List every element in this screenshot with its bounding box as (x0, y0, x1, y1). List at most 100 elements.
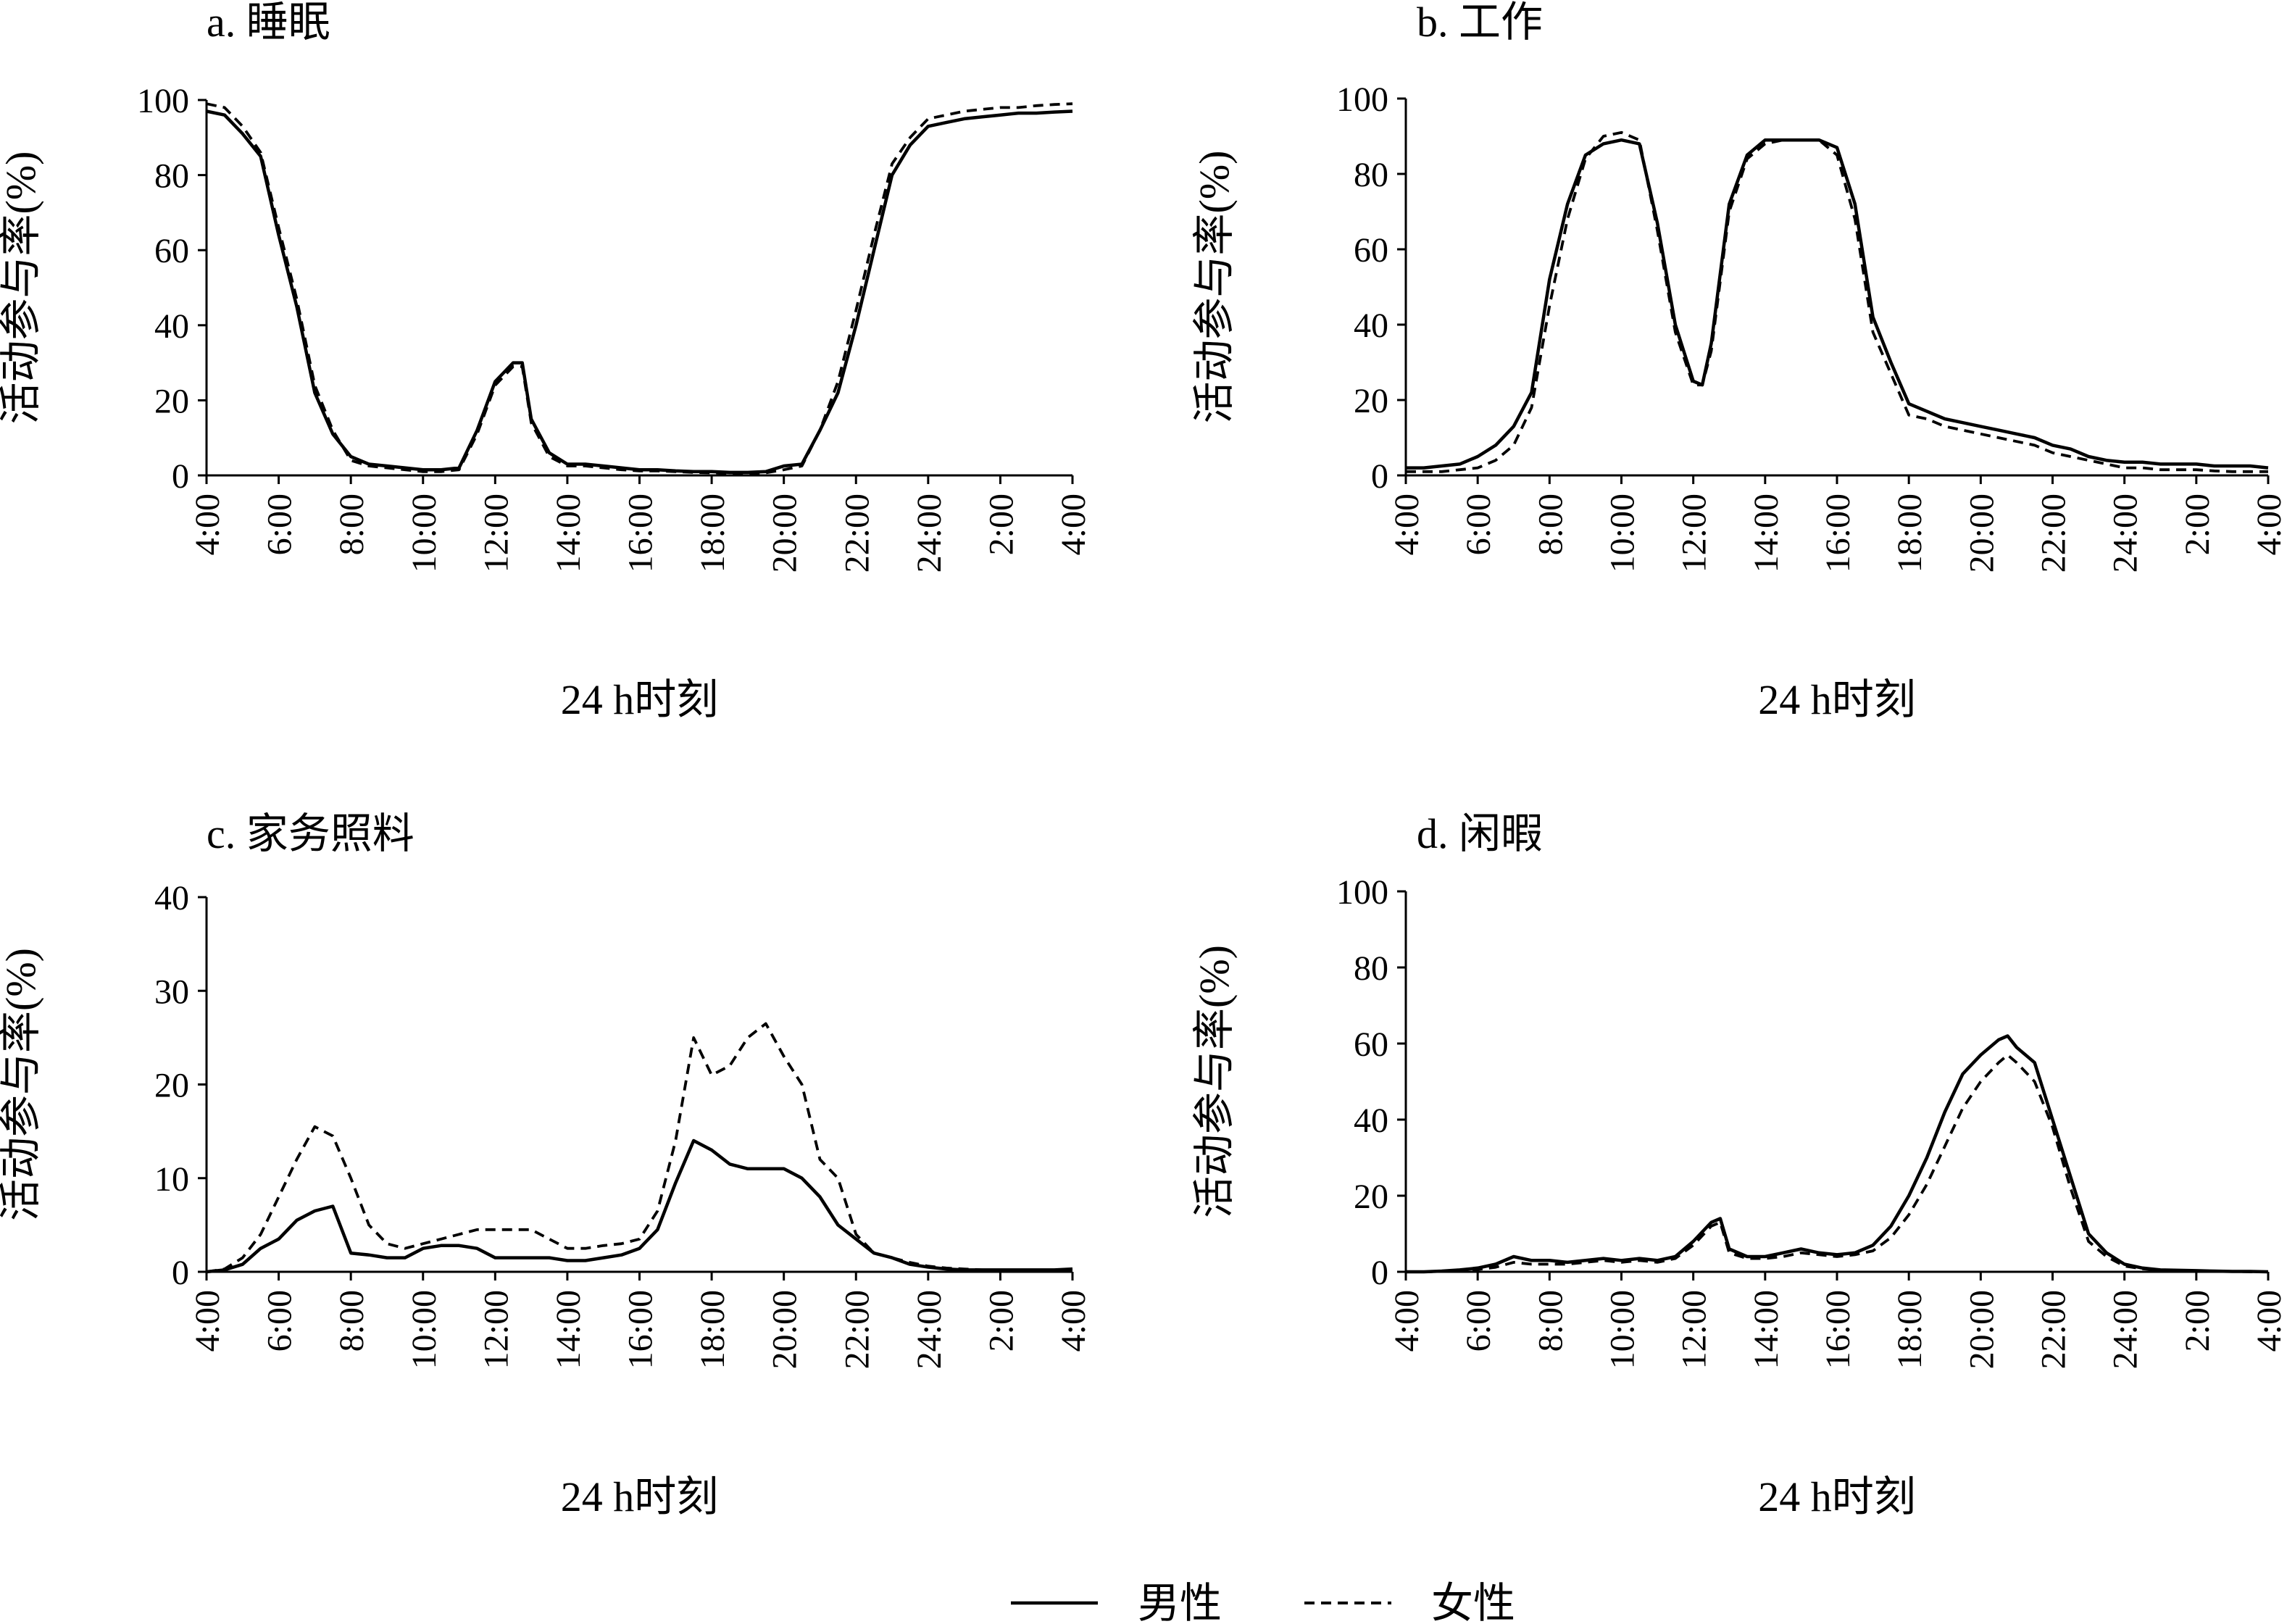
work-y-tick-label: 60 (1354, 231, 1388, 270)
work-y-tick-label: 80 (1354, 156, 1388, 194)
housework-care-x-tick-label: 4:00 (188, 1290, 227, 1352)
work-x-axis-label: 24 h时刻 (1758, 676, 1916, 723)
housework-care-x-tick-label: 10:00 (405, 1290, 443, 1369)
sleep-x-tick-label: 8:00 (333, 494, 371, 555)
work-y-tick-label: 40 (1354, 307, 1388, 345)
sleep-x-tick-label: 10:00 (405, 494, 443, 572)
housework-care-x-tick-label: 22:00 (838, 1290, 876, 1369)
leisure-x-tick-label: 10:00 (1604, 1290, 1642, 1369)
sleep-x-tick-label: 2:00 (982, 494, 1020, 555)
housework-care-y-axis-label: 活动参与率(%) (0, 948, 44, 1221)
work-x-tick-label: 22:00 (2035, 494, 2073, 572)
sleep-series-female-line (206, 102, 1073, 475)
work-series-female-line (1406, 130, 2268, 473)
housework-care-title: c. 家务照料 (207, 810, 415, 857)
sleep-x-tick-label: 20:00 (766, 494, 804, 572)
leisure-x-axis-label: 24 h时刻 (1758, 1473, 1916, 1520)
housework-care-x-tick-label: 16:00 (622, 1290, 660, 1369)
work-title: b. 工作 (1417, 0, 1543, 46)
work-x-tick-label: 14:00 (1747, 494, 1786, 572)
leisure-x-tick-label: 12:00 (1675, 1290, 1714, 1369)
leisure-x-tick-label: 16:00 (1819, 1290, 1857, 1369)
panel-leisure: d. 闲暇 0 20 40 60 80 100 4:00 6:00 8:00 10:00 12:00 1… (1191, 810, 2287, 1520)
sleep-y-axis-label: 活动参与率(%) (0, 151, 44, 425)
leisure-y-axis-label: 活动参与率(%) (1191, 945, 1238, 1218)
legend-female-label: 女性 (1431, 1580, 1515, 1624)
leisure-title: d. 闲暇 (1417, 810, 1543, 857)
housework-care-x-tick-label: 18:00 (693, 1290, 732, 1369)
sleep-x-tick-label: 16:00 (622, 494, 660, 572)
sleep-x-tick-label: 14:00 (549, 494, 588, 572)
work-y-axis-label: 活动参与率(%) (1191, 151, 1238, 424)
work-x-tick-label: 12:00 (1675, 494, 1714, 572)
work-y-tick-label: 100 (1336, 80, 1388, 119)
housework-care-x-tick-label: 8:00 (333, 1290, 371, 1352)
leisure-x-tick-label: 4:00 (2250, 1290, 2287, 1352)
leisure-x-tick-label: 8:00 (1531, 1290, 1570, 1352)
sleep-x-tick-label: 24:00 (910, 494, 949, 572)
sleep-x-axis-label: 24 h时刻 (561, 676, 719, 723)
leisure-x-tick-label: 6:00 (1459, 1290, 1498, 1352)
sleep-x-tick-label: 22:00 (838, 494, 876, 572)
work-x-tick-label: 24:00 (2107, 494, 2145, 572)
leisure-x-tick-label: 24:00 (2107, 1290, 2145, 1369)
work-x-tick-label: 20:00 (1962, 494, 2001, 572)
sleep-y-tick-label: 0 (172, 457, 189, 496)
leisure-x-tick-label: 18:00 (1891, 1290, 1929, 1369)
housework-care-x-tick-label: 2:00 (982, 1290, 1020, 1352)
legend-male-label: 男性 (1138, 1580, 1222, 1624)
work-x-tick-label: 2:00 (2178, 494, 2217, 555)
housework-care-y-tick-label: 40 (154, 879, 189, 917)
sleep-y-tick-label: 80 (154, 157, 189, 196)
work-x-tick-label: 4:00 (2250, 494, 2287, 555)
work-y-tick-label: 20 (1354, 382, 1388, 420)
housework-care-x-axis-label: 24 h时刻 (561, 1473, 719, 1520)
leisure-y-tick-label: 40 (1354, 1102, 1388, 1140)
housework-care-y-tick-label: 30 (154, 973, 189, 1011)
sleep-x-tick-label: 12:00 (477, 494, 515, 572)
leisure-y-tick-label: 0 (1371, 1254, 1388, 1292)
legend: 男性 女性 (1011, 1580, 1515, 1624)
leisure-series-male-line (1406, 1034, 2269, 1274)
leisure-y-tick-label: 100 (1336, 873, 1388, 912)
leisure-y-tick-label: 20 (1354, 1178, 1388, 1216)
leisure-x-tick-label: 14:00 (1747, 1290, 1786, 1369)
work-series-male-line (1406, 138, 2269, 470)
housework-care-series-male-line (206, 1138, 1073, 1274)
housework-care-y-tick-label: 10 (154, 1160, 189, 1199)
leisure-y-tick-label: 80 (1354, 949, 1388, 988)
leisure-x-tick-label: 22:00 (2035, 1290, 2073, 1369)
work-x-tick-label: 6:00 (1459, 494, 1498, 555)
sleep-title: a. 睡眠 (207, 0, 330, 46)
sleep-y-tick-label: 60 (154, 232, 189, 270)
housework-care-x-tick-label: 14:00 (549, 1290, 588, 1369)
housework-care-y-tick-label: 20 (154, 1067, 189, 1105)
housework-care-x-tick-label: 4:00 (1054, 1290, 1093, 1352)
sleep-x-tick-label: 4:00 (188, 494, 227, 555)
work-x-tick-label: 16:00 (1819, 494, 1857, 572)
leisure-series-female-line (1406, 1053, 2268, 1273)
sleep-x-tick-label: 6:00 (261, 494, 299, 555)
work-x-tick-label: 4:00 (1388, 494, 1426, 555)
housework-care-x-tick-label: 24:00 (910, 1290, 949, 1369)
leisure-x-tick-label: 4:00 (1388, 1290, 1426, 1352)
sleep-x-tick-label: 4:00 (1054, 494, 1093, 555)
sleep-x-tick-label: 18:00 (693, 494, 732, 572)
leisure-x-tick-label: 20:00 (1962, 1290, 2001, 1369)
housework-care-series-female-line (206, 1022, 1072, 1273)
sleep-y-tick-label: 40 (154, 307, 189, 346)
sleep-y-tick-label: 100 (137, 82, 189, 120)
work-x-tick-label: 18:00 (1891, 494, 1929, 572)
panel-work: b. 工作 0 20 40 60 80 100 4:00 6:00 8:00 10:00 12:00 1… (1191, 0, 2287, 723)
work-x-tick-label: 10:00 (1604, 494, 1642, 572)
work-x-tick-label: 8:00 (1531, 494, 1570, 555)
sleep-series-male-line (206, 109, 1073, 475)
housework-care-x-tick-label: 20:00 (766, 1290, 804, 1369)
leisure-x-tick-label: 2:00 (2178, 1290, 2217, 1352)
panel-sleep: a. 睡眠 0 20 40 60 80 100 4:00 6:00 8:00 10:00 12:00 1… (0, 0, 1093, 723)
housework-care-x-tick-label: 6:00 (261, 1290, 299, 1352)
leisure-y-tick-label: 60 (1354, 1025, 1388, 1064)
work-y-tick-label: 0 (1371, 457, 1388, 496)
housework-care-x-tick-label: 12:00 (477, 1290, 515, 1369)
